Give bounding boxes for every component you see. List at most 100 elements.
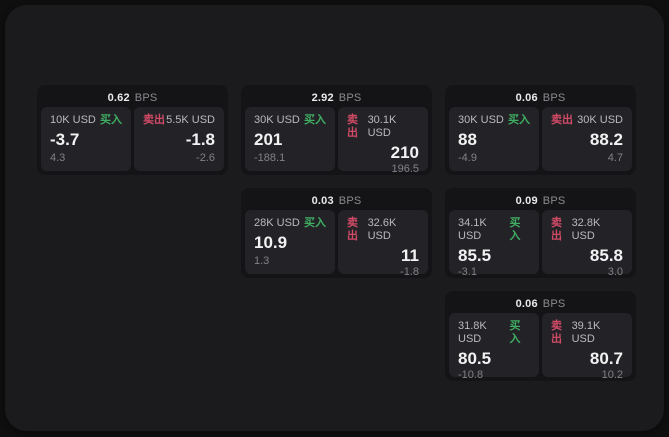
- sell-delta: 196.5: [391, 163, 419, 175]
- sell-tag: 卖出: [347, 114, 358, 139]
- sell-pane-top: 卖出 30K USD: [551, 114, 623, 127]
- sell-delta: -2.6: [196, 152, 215, 164]
- quote-card: 0.03 BPS 28K USD 买入 10.9 1.3 卖出 32.6K US…: [241, 188, 432, 278]
- sell-pane[interactable]: 卖出 5.5K USD -1.8 -2.6: [134, 107, 224, 171]
- card-body: 34.1K USD 买入 85.5 -3.1 卖出 32.8K USD 85.8…: [449, 210, 632, 278]
- buy-tag: 买入: [508, 114, 530, 126]
- card-header: 0.62 BPS: [41, 88, 224, 107]
- buy-price: 10.9: [254, 233, 288, 252]
- buy-pane-top: 28K USD 买入: [254, 217, 326, 230]
- buy-pane[interactable]: 10K USD 买入 -3.7 4.3: [41, 107, 131, 171]
- buy-pane-top: 30K USD 买入: [254, 114, 326, 127]
- card-body: 31.8K USD 买入 80.5 -10.8 卖出 39.1K USD 80.…: [449, 313, 632, 381]
- bps-unit-label: BPS: [338, 91, 362, 104]
- buy-tag: 买入: [304, 217, 326, 229]
- buy-price: 85.5: [458, 246, 492, 265]
- buy-pane-top: 34.1K USD 买入: [458, 217, 530, 243]
- bps-value: 0.62: [107, 91, 130, 104]
- sell-price: 85.8: [589, 246, 623, 265]
- sell-pane-top: 卖出 32.8K USD: [551, 217, 623, 243]
- sell-amount: 5.5K USD: [166, 114, 215, 126]
- sell-pane[interactable]: 卖出 32.8K USD 85.8 3.0: [542, 210, 632, 278]
- sell-tag: 卖出: [143, 114, 165, 126]
- app-window: 0.62 BPS 10K USD 买入 -3.7 4.3 卖出 5.5K USD…: [5, 5, 664, 431]
- buy-amount: 28K USD: [254, 217, 300, 229]
- sell-pane-top: 卖出 5.5K USD: [143, 114, 215, 127]
- buy-amount: 34.1K USD: [458, 217, 487, 242]
- buy-delta: -4.9: [458, 152, 477, 164]
- buy-price: -3.7: [50, 130, 80, 149]
- sell-pane-top: 卖出 30.1K USD: [347, 114, 419, 140]
- sell-amount: 32.8K USD: [571, 217, 601, 242]
- buy-pane[interactable]: 31.8K USD 买入 80.5 -10.8: [449, 313, 539, 381]
- card-body: 10K USD 买入 -3.7 4.3 卖出 5.5K USD -1.8 -2.…: [41, 107, 224, 171]
- buy-tag: 买入: [509, 217, 521, 242]
- sell-amount: 30.1K USD: [367, 114, 397, 139]
- card-header: 0.06 BPS: [449, 88, 632, 107]
- sell-delta: 3.0: [607, 266, 623, 278]
- card-header: 2.92 BPS: [245, 88, 428, 107]
- sell-pane[interactable]: 卖出 30.1K USD 210 196.5: [338, 107, 428, 175]
- buy-pane-top: 30K USD 买入: [458, 114, 530, 127]
- buy-tag: 买入: [509, 320, 521, 345]
- buy-pane[interactable]: 28K USD 买入 10.9 1.3: [245, 210, 335, 274]
- sell-pane[interactable]: 卖出 32.6K USD 11 -1.8: [338, 210, 428, 278]
- sell-delta: 4.7: [607, 152, 623, 164]
- buy-delta: -188.1: [254, 152, 286, 164]
- card-header: 0.06 BPS: [449, 294, 632, 313]
- bps-value: 0.06: [515, 297, 538, 310]
- sell-price: 88.2: [589, 130, 623, 149]
- buy-tag: 买入: [304, 114, 326, 126]
- buy-amount: 31.8K USD: [458, 320, 487, 345]
- buy-pane-top: 31.8K USD 买入: [458, 320, 530, 346]
- quote-card: 0.06 BPS 31.8K USD 买入 80.5 -10.8 卖出 39.1…: [445, 291, 636, 381]
- sell-pane[interactable]: 卖出 39.1K USD 80.7 10.2: [542, 313, 632, 381]
- buy-pane-top: 10K USD 买入: [50, 114, 122, 127]
- bps-unit-label: BPS: [338, 194, 362, 207]
- buy-pane[interactable]: 30K USD 买入 88 -4.9: [449, 107, 539, 171]
- quote-grid: 0.62 BPS 10K USD 买入 -3.7 4.3 卖出 5.5K USD…: [37, 85, 636, 381]
- bps-unit-label: BPS: [542, 297, 566, 310]
- buy-delta: 1.3: [254, 255, 270, 267]
- buy-delta: -3.1: [458, 266, 477, 278]
- sell-price: -1.8: [185, 130, 215, 149]
- sell-price: 11: [401, 246, 419, 265]
- sell-delta: -1.8: [400, 266, 419, 278]
- bps-value: 0.06: [515, 91, 538, 104]
- quote-card: 0.09 BPS 34.1K USD 买入 85.5 -3.1 卖出 32.8K…: [445, 188, 636, 278]
- sell-delta: 10.2: [601, 369, 623, 381]
- buy-tag: 买入: [100, 114, 122, 126]
- sell-amount: 32.6K USD: [367, 217, 397, 242]
- buy-delta: -10.8: [458, 369, 484, 381]
- bps-unit-label: BPS: [542, 91, 566, 104]
- card-body: 30K USD 买入 88 -4.9 卖出 30K USD 88.2 4.7: [449, 107, 632, 171]
- quote-card: 0.06 BPS 30K USD 买入 88 -4.9 卖出 30K USD 8…: [445, 85, 636, 175]
- buy-price: 201: [254, 130, 283, 149]
- buy-pane[interactable]: 34.1K USD 买入 85.5 -3.1: [449, 210, 539, 278]
- card-body: 28K USD 买入 10.9 1.3 卖出 32.6K USD 11 -1.8: [245, 210, 428, 278]
- buy-amount: 10K USD: [50, 114, 96, 126]
- sell-amount: 39.1K USD: [571, 320, 601, 345]
- card-header: 0.03 BPS: [245, 191, 428, 210]
- buy-delta: 4.3: [50, 152, 66, 164]
- card-body: 30K USD 买入 201 -188.1 卖出 30.1K USD 210 1…: [245, 107, 428, 175]
- buy-pane[interactable]: 30K USD 买入 201 -188.1: [245, 107, 335, 171]
- sell-pane-top: 卖出 32.6K USD: [347, 217, 419, 243]
- bps-value: 0.09: [515, 194, 538, 207]
- buy-price: 80.5: [458, 349, 492, 368]
- sell-tag: 卖出: [551, 114, 573, 126]
- bps-unit-label: BPS: [134, 91, 158, 104]
- sell-tag: 卖出: [551, 217, 562, 242]
- sell-pane-top: 卖出 39.1K USD: [551, 320, 623, 346]
- buy-amount: 30K USD: [458, 114, 504, 126]
- sell-tag: 卖出: [347, 217, 358, 242]
- buy-price: 88: [458, 130, 477, 149]
- quote-card: 2.92 BPS 30K USD 买入 201 -188.1 卖出 30.1K …: [241, 85, 432, 175]
- buy-amount: 30K USD: [254, 114, 300, 126]
- quote-card: 0.62 BPS 10K USD 买入 -3.7 4.3 卖出 5.5K USD…: [37, 85, 228, 175]
- sell-pane[interactable]: 卖出 30K USD 88.2 4.7: [542, 107, 632, 171]
- sell-price: 80.7: [589, 349, 623, 368]
- bps-value: 2.92: [311, 91, 334, 104]
- sell-tag: 卖出: [551, 320, 562, 345]
